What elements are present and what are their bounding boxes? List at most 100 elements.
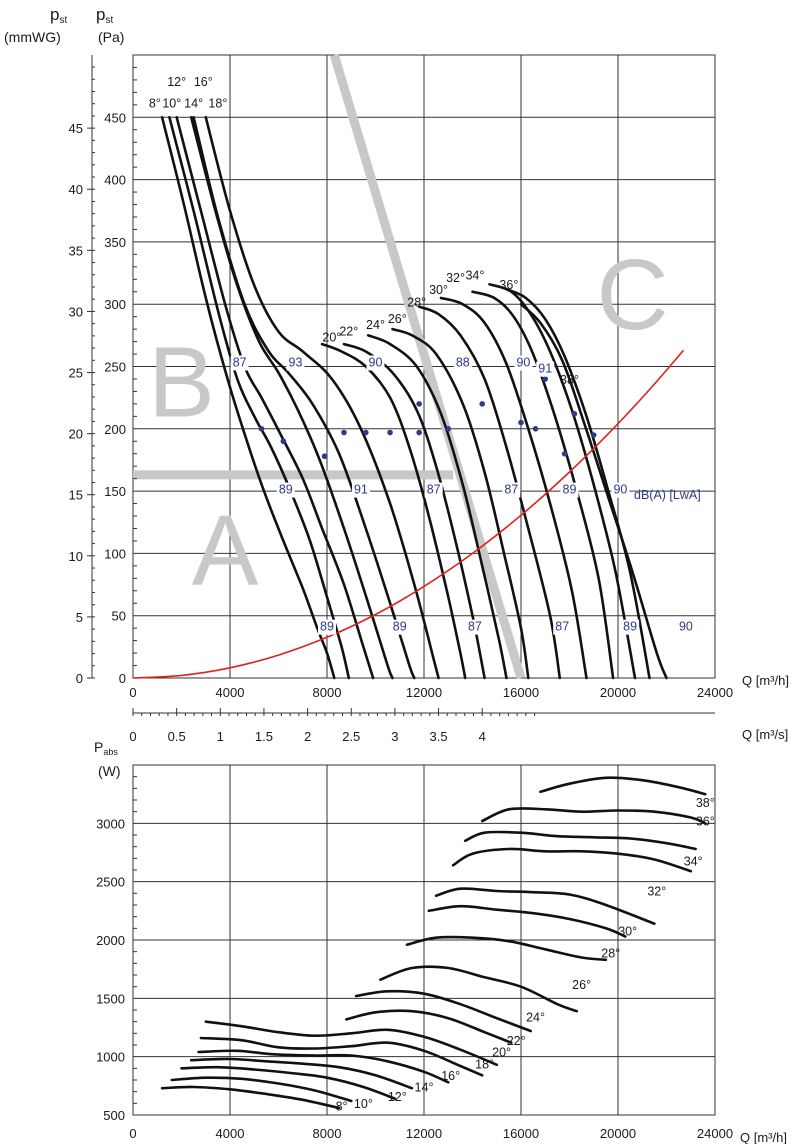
pressure-curve	[505, 287, 651, 680]
blade-angle-label: 8°	[149, 96, 161, 110]
power-angle-label: 36°	[696, 815, 715, 829]
y-right-axis-unit: (Pa)	[98, 29, 124, 45]
noise-label-background	[465, 619, 484, 635]
noise-label-background	[560, 482, 579, 498]
top-y-pa-tick-label: 0	[119, 671, 126, 686]
top-x2-tick-label: 3.5	[430, 729, 448, 744]
pressure-curve	[366, 334, 508, 680]
blade-angle-label: 10°	[162, 96, 181, 110]
noise-marker	[561, 450, 568, 457]
blade-angle-label: 24°	[366, 318, 385, 332]
power-angle-label: 30°	[618, 924, 637, 938]
top-x-tick-label: 16000	[503, 685, 539, 700]
system-curve	[132, 349, 685, 679]
noise-marker	[363, 429, 369, 436]
noise-level-label: 89	[563, 483, 577, 497]
noise-marker	[258, 426, 265, 432]
noise-marker	[518, 419, 524, 426]
power-curve	[539, 776, 707, 796]
y-right-axis-subscript: st	[105, 15, 113, 26]
top-y-pa-tick-label: 150	[104, 484, 126, 499]
noise-marker	[590, 432, 597, 438]
noise-level-label: 89	[393, 620, 407, 634]
blade-angle-label: 26°	[388, 312, 407, 326]
power-curve	[405, 935, 608, 962]
top-x-tick-label: 4000	[216, 685, 245, 700]
top-y-pa-tick-label: 250	[104, 360, 126, 375]
top-y-pa-tick-label: 50	[112, 609, 126, 624]
blade-angle-label: 14°	[184, 96, 203, 110]
noise-label-background	[366, 355, 385, 371]
blade-angle-label: 28°	[407, 296, 426, 310]
noise-markers	[258, 376, 597, 460]
power-curve-labels: 8° 10° 12° 14° 16° 18°20°22°24° 26° 28° 30° 32° 34…	[336, 796, 715, 1113]
blade-angle-label: 20°	[322, 331, 341, 345]
power-curve	[199, 1036, 484, 1077]
power-curve	[451, 847, 693, 873]
bottom-x-tick-label: 20000	[600, 1126, 636, 1141]
top-y-pa-tick-label: 400	[104, 173, 126, 188]
top-y-mm-tick-label: 30	[69, 304, 83, 319]
noise-label-background	[318, 619, 336, 635]
bottom-x-axis-unit-label: Q [m³/h]	[740, 1130, 787, 1144]
pressure-curve	[342, 342, 486, 680]
power-curve	[189, 1057, 414, 1090]
operating-regions: AB C	[133, 53, 669, 680]
bottom-y-tick-label: 1500	[96, 991, 125, 1006]
top-x-tick-label: 0	[129, 685, 136, 700]
power-curve	[160, 1085, 341, 1110]
p-abs-axis-symbol: Pabs	[94, 739, 118, 757]
bottom-y-tick-label: 1000	[96, 1050, 125, 1065]
noise-label-background	[676, 619, 695, 635]
top-x2-tick-label: 0	[129, 729, 136, 744]
power-angle-label: 10°	[354, 1097, 373, 1111]
power-angle-label: 32°	[647, 885, 666, 899]
pressure-curve	[168, 116, 351, 680]
bottom-y-tick-label: 2000	[96, 933, 125, 948]
noise-marker	[321, 453, 328, 460]
blade-angle-label: 18°	[208, 96, 227, 110]
pressure-curve	[192, 116, 416, 680]
noise-marker	[479, 401, 486, 407]
blade-angle-label: 38°	[560, 373, 579, 387]
bottom-y-tick-label: 3000	[96, 816, 125, 831]
top-y-pa-tick-label: 200	[104, 422, 126, 437]
noise-level-label: 87	[427, 483, 441, 497]
bottom-x-tick-label: 8000	[313, 1126, 342, 1141]
pressure-curve	[471, 290, 615, 680]
top-x2-tick-label: 4	[479, 729, 486, 744]
top-y-pa-tick-label: 300	[104, 297, 126, 312]
power-angle-label: 34°	[684, 854, 703, 868]
noise-label-background	[351, 482, 370, 498]
noise-marker	[571, 411, 578, 417]
top-axis-ticks: 0 4000 8000 12000 16000 20000 2400005010015020…	[69, 55, 733, 744]
power-curves	[160, 776, 707, 1110]
top-x2-tick-label: 3	[391, 729, 398, 744]
power-curve	[354, 989, 532, 1033]
noise-label-background	[553, 619, 572, 635]
blade-angle-label: 34°	[465, 268, 484, 282]
power-curve	[180, 1065, 397, 1100]
power-curve	[427, 904, 627, 938]
power-curve	[204, 1020, 499, 1067]
y-left-axis-subscript: st	[59, 15, 67, 26]
power-curve	[434, 887, 656, 925]
top-x2-tick-label: 1	[217, 729, 224, 744]
top-y-mm-tick-label: 35	[69, 243, 83, 258]
noise-level-label: 90	[679, 620, 693, 634]
x-axis-unit-label: Q [m³/h]	[742, 673, 789, 688]
noise-level-label: 87	[233, 356, 247, 370]
top-y-mm-tick-label: 20	[69, 427, 83, 442]
top-y-pa-tick-label: 100	[104, 546, 126, 561]
power-curve	[170, 1076, 353, 1103]
noise-label-background	[286, 355, 305, 371]
noise-marker	[416, 401, 422, 407]
power-curve	[345, 1009, 513, 1044]
power-angle-label: 16°	[441, 1069, 460, 1083]
power-curve	[197, 1049, 450, 1084]
power-angle-label: 22°	[507, 1034, 526, 1048]
x2-axis-unit-label: Q [m³/s]	[742, 727, 788, 742]
blade-angle-label: 12°	[167, 75, 186, 89]
top-x2-tick-label: 0.5	[168, 729, 186, 744]
blade-angle-label: 36°	[499, 278, 518, 292]
